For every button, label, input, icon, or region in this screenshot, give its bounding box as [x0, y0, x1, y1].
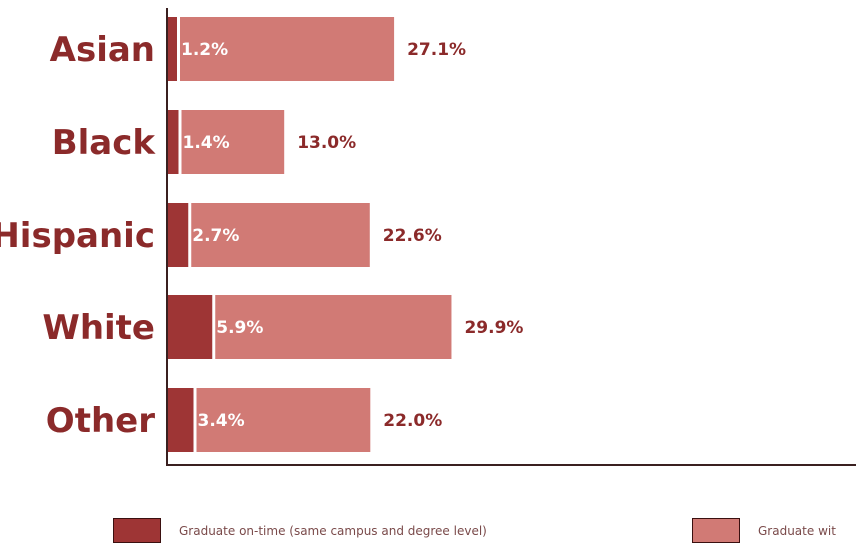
- data-label-on-time-asian: 1.2%: [181, 40, 228, 60]
- bar-on-time-hispanic: [168, 203, 189, 267]
- category-label-white: White: [42, 308, 155, 348]
- legend-swatch-on-time: [113, 518, 161, 543]
- legend-swatch-second: [692, 518, 740, 543]
- category-label-black: Black: [52, 123, 157, 163]
- category-label-other: Other: [46, 401, 155, 441]
- legend-label-second: Graduate wit: [758, 523, 836, 538]
- data-label-on-time-black: 1.4%: [183, 133, 230, 153]
- data-label-second-asian: 27.1%: [407, 40, 466, 60]
- bar-on-time-asian: [168, 17, 177, 81]
- bar-second-hispanic: [191, 203, 370, 267]
- bar-second-white: [215, 295, 452, 359]
- bar-on-time-black: [168, 110, 179, 174]
- category-label-asian: Asian: [50, 30, 155, 70]
- legend-label-on-time: Graduate on-time (same campus and degree…: [179, 523, 487, 538]
- data-label-on-time-white: 5.9%: [216, 318, 263, 338]
- bar-group: Asian 1.2% 27.1% Black 1.4% 13.0% Hispanic 2.7%…: [0, 17, 523, 452]
- bar-second-black: [181, 110, 285, 174]
- legend: Graduate on-time (same campus and degree…: [0, 518, 856, 546]
- bar-on-time-other: [168, 388, 194, 452]
- category-label-hispanic: Hispanic: [0, 216, 155, 256]
- data-label-second-hispanic: 22.6%: [383, 226, 442, 246]
- data-label-second-white: 29.9%: [464, 318, 523, 338]
- data-label-second-other: 22.0%: [383, 411, 442, 431]
- legend-item-second: Graduate wit: [692, 518, 836, 543]
- data-label-on-time-other: 3.4%: [198, 411, 245, 431]
- legend-item-on-time: Graduate on-time (same campus and degree…: [113, 518, 487, 543]
- data-label-on-time-hispanic: 2.7%: [192, 226, 239, 246]
- bar-on-time-white: [168, 295, 213, 359]
- data-label-second-black: 13.0%: [297, 133, 356, 153]
- bar-second-other: [196, 388, 371, 452]
- bar-second-asian: [180, 17, 395, 81]
